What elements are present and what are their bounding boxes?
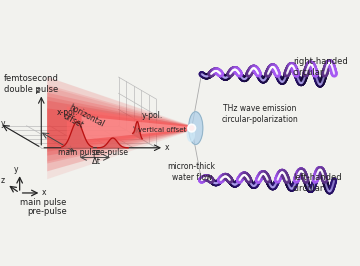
Polygon shape — [82, 116, 192, 140]
Polygon shape — [189, 112, 203, 144]
Text: pre-pulse: pre-pulse — [27, 207, 67, 216]
Text: z: z — [35, 86, 40, 95]
Polygon shape — [47, 85, 192, 171]
Text: femtosecond
double pulse: femtosecond double pulse — [4, 74, 59, 94]
Polygon shape — [187, 127, 194, 141]
Text: x-pol.: x-pol. — [57, 107, 78, 117]
Polygon shape — [133, 122, 142, 139]
Polygon shape — [62, 122, 93, 148]
Circle shape — [190, 126, 194, 130]
Text: vertical offset: vertical offset — [139, 127, 187, 133]
Text: x: x — [42, 188, 47, 197]
Text: Δt: Δt — [92, 157, 101, 166]
Polygon shape — [47, 101, 192, 156]
Polygon shape — [47, 109, 192, 148]
Polygon shape — [47, 77, 192, 179]
Text: x: x — [165, 143, 170, 152]
Text: horizontal
offset: horizontal offset — [62, 103, 105, 138]
Text: y: y — [14, 165, 18, 174]
Text: y: y — [1, 119, 5, 128]
Text: micron-thick
water flow: micron-thick water flow — [168, 161, 216, 182]
Text: pre-pulse: pre-pulse — [92, 148, 128, 157]
Polygon shape — [47, 87, 192, 161]
Polygon shape — [47, 77, 192, 171]
Text: THz wave emission
circular-polarization: THz wave emission circular-polarization — [221, 104, 298, 124]
Text: y-pol.: y-pol. — [142, 110, 163, 119]
Text: right-handed
circular: right-handed circular — [293, 57, 348, 77]
Circle shape — [188, 124, 195, 132]
Polygon shape — [47, 97, 192, 152]
Text: left-handed
circular: left-handed circular — [293, 173, 342, 193]
Polygon shape — [67, 106, 192, 150]
Text: main pulse: main pulse — [20, 198, 66, 207]
Text: main pulse: main pulse — [58, 148, 100, 157]
Polygon shape — [98, 138, 128, 148]
Text: z: z — [1, 176, 5, 185]
Polygon shape — [47, 93, 192, 164]
